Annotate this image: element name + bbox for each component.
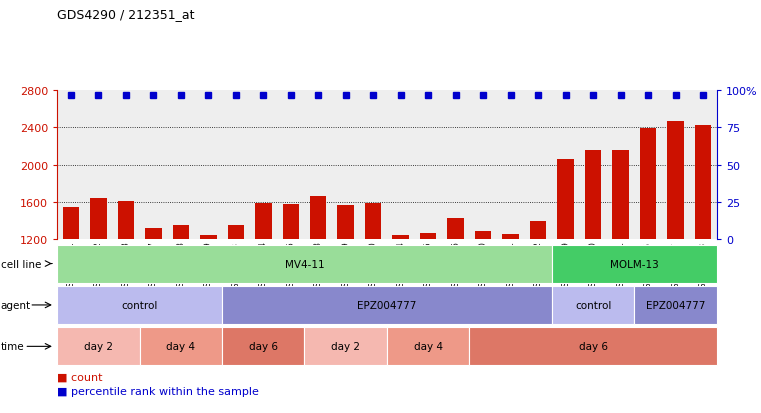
Text: EPZ004777: EPZ004777 — [646, 300, 705, 310]
Text: ■ count: ■ count — [57, 372, 103, 382]
Text: MV4-11: MV4-11 — [285, 259, 324, 269]
Bar — [310, 197, 326, 351]
Bar — [255, 203, 272, 351]
Text: control: control — [575, 300, 611, 310]
Bar — [667, 121, 684, 351]
Bar — [420, 233, 437, 351]
Text: EPZ004777: EPZ004777 — [357, 300, 417, 310]
Bar — [282, 205, 299, 351]
Bar — [228, 225, 244, 351]
Text: ■ percentile rank within the sample: ■ percentile rank within the sample — [57, 387, 259, 396]
Bar — [62, 207, 79, 351]
Bar — [585, 150, 601, 351]
Text: time: time — [1, 342, 24, 351]
Bar — [200, 236, 217, 351]
Text: MOLM-13: MOLM-13 — [610, 259, 659, 269]
Text: day 2: day 2 — [84, 342, 113, 351]
Bar — [613, 150, 629, 351]
Bar — [447, 218, 464, 351]
Bar — [475, 231, 492, 351]
Bar — [337, 205, 354, 351]
Text: day 6: day 6 — [578, 342, 607, 351]
Bar — [695, 125, 712, 351]
Bar — [90, 199, 107, 351]
Text: agent: agent — [1, 300, 31, 310]
Text: GDS4290 / 212351_at: GDS4290 / 212351_at — [57, 8, 195, 21]
Bar — [145, 228, 161, 351]
Bar — [530, 222, 546, 351]
Bar — [640, 129, 657, 351]
Text: day 4: day 4 — [167, 342, 196, 351]
Text: cell line: cell line — [1, 259, 41, 269]
Text: control: control — [121, 300, 158, 310]
Bar — [117, 202, 134, 351]
Text: day 4: day 4 — [414, 342, 443, 351]
Text: day 6: day 6 — [249, 342, 278, 351]
Bar — [557, 160, 574, 351]
Bar — [393, 236, 409, 351]
Bar — [502, 235, 519, 351]
Text: day 2: day 2 — [331, 342, 360, 351]
Bar — [365, 203, 381, 351]
Bar — [173, 225, 189, 351]
